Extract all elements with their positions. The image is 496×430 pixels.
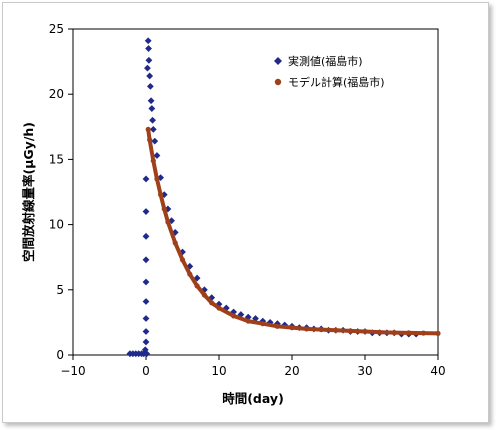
- data-point-model: [406, 330, 412, 336]
- x-tick-label: 20: [284, 364, 299, 378]
- data-point-measured: [186, 262, 194, 270]
- data-point-measured: [144, 64, 151, 72]
- data-point-measured: [146, 72, 154, 80]
- y-axis: 0 5 10 15 20 25: [49, 22, 73, 362]
- data-point-model: [289, 325, 295, 331]
- data-point-measured: [149, 126, 157, 133]
- data-point-measured: [142, 315, 150, 322]
- plot-area: [72, 28, 439, 356]
- y-tick-label: 15: [49, 152, 64, 166]
- data-point-measured: [179, 248, 186, 256]
- data-point-model: [201, 292, 207, 298]
- data-point-model: [154, 176, 160, 182]
- data-point-measured: [142, 208, 150, 215]
- x-tick-label: −10: [60, 364, 85, 378]
- data-point-model: [304, 326, 310, 332]
- data-point-measured: [143, 350, 151, 358]
- data-point-measured: [147, 97, 155, 105]
- legend-label-model: モデル計算(福島市): [288, 75, 385, 89]
- y-axis-label: 空間放射線量率(μGy/h): [21, 122, 36, 262]
- x-tick-label: 30: [357, 364, 372, 378]
- y-tick-label: 0: [56, 348, 64, 362]
- data-point-model: [194, 283, 200, 289]
- y-tick-label: 5: [56, 283, 64, 297]
- legend-marker-model: [274, 78, 282, 86]
- x-tick-label: 0: [142, 364, 150, 378]
- data-point-model: [161, 206, 167, 212]
- data-point-model: [377, 329, 383, 335]
- data-point-model: [245, 318, 251, 324]
- data-point-model: [391, 329, 397, 336]
- data-point-model: [362, 328, 368, 335]
- data-point-measured: [151, 137, 159, 145]
- data-point-model: [420, 330, 426, 336]
- data-point-measured: [146, 82, 154, 90]
- x-tick-label: 10: [211, 364, 226, 378]
- data-point-model: [435, 330, 441, 336]
- data-point-measured: [142, 175, 150, 183]
- x-tick-label: 40: [430, 364, 445, 378]
- y-tick-label: 25: [49, 22, 64, 36]
- data-point-measured: [145, 56, 153, 64]
- data-point-measured: [149, 116, 156, 124]
- data-point-model: [187, 271, 193, 277]
- data-point-measured: [148, 105, 156, 112]
- data-point-model: [209, 300, 215, 306]
- data-point-measured: [142, 328, 150, 335]
- data-point-measured: [171, 229, 179, 236]
- data-point-measured: [142, 278, 150, 286]
- x-axis-label: 時間(day): [222, 391, 284, 406]
- data-point-measured: [145, 45, 152, 52]
- data-point-model: [216, 305, 222, 311]
- data-point-model: [145, 126, 151, 133]
- data-point-measured: [141, 346, 149, 354]
- data-point-measured: [157, 174, 164, 182]
- legend: 実測値(福島市) モデル計算(福島市): [274, 54, 385, 89]
- data-point-model: [260, 321, 266, 327]
- data-point-model: [172, 240, 178, 246]
- y-tick-label: 10: [49, 218, 64, 232]
- data-point-measured: [168, 217, 175, 225]
- data-point-model: [147, 137, 153, 143]
- data-point-measured: [230, 308, 237, 316]
- data-point-model: [333, 327, 339, 333]
- data-point-model: [318, 326, 324, 333]
- data-point-model: [165, 219, 171, 225]
- data-point-model: [150, 158, 156, 164]
- x-axis: −10 0 10 20 30 40: [60, 355, 446, 378]
- data-point-model: [347, 328, 353, 334]
- series-model: [145, 126, 441, 336]
- legend-marker-measured: [274, 57, 282, 65]
- data-point-model: [179, 257, 186, 263]
- data-point-model: [274, 323, 280, 329]
- data-point-measured: [142, 232, 150, 240]
- data-point-measured: [153, 152, 161, 159]
- data-point-model: [158, 192, 164, 198]
- data-point-measured: [142, 298, 150, 305]
- data-point-measured: [144, 37, 152, 45]
- data-point-model: [231, 313, 237, 319]
- data-point-measured: [142, 338, 150, 346]
- legend-label-measured: 実測値(福島市): [288, 54, 363, 68]
- data-point-measured: [142, 256, 150, 264]
- y-tick-label: 20: [49, 87, 64, 101]
